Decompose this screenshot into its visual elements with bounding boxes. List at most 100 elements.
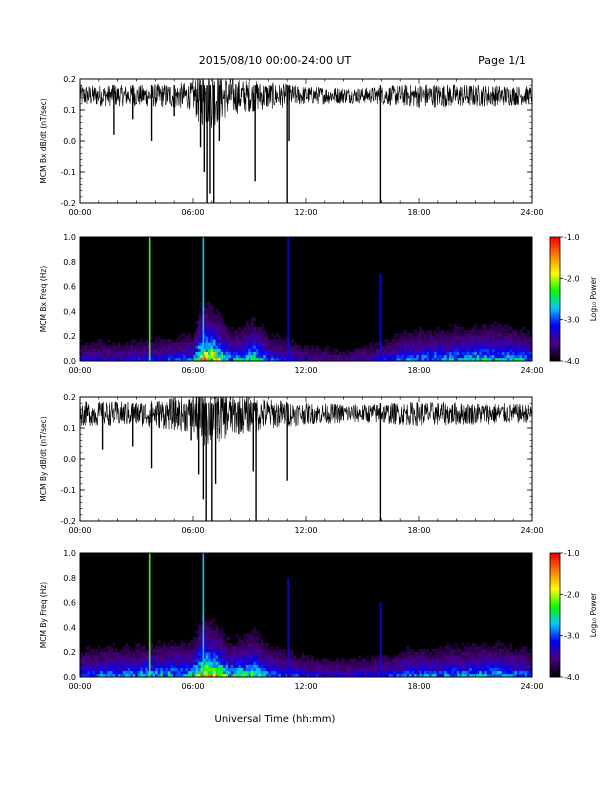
by-spectrogram-cell: [182, 664, 186, 668]
by-spectrogram-cell: [524, 670, 528, 675]
bx-spectrogram-cell: [278, 354, 282, 359]
by-spectrogram-cell: [496, 639, 500, 644]
by-spectrogram-cell: [225, 649, 229, 653]
by-spectrogram-cell: [459, 673, 462, 678]
by-spectrogram-cell: [80, 673, 83, 678]
bx-spectrogram-cell: [215, 351, 219, 356]
by-spectrogram-cell: [290, 655, 294, 659]
bx-timeseries-series-line: [79, 78, 533, 128]
bx-spectrogram-cell: [245, 351, 249, 356]
by-spectrogram-cell: [494, 652, 498, 656]
by-spectrogram-cell: [208, 646, 211, 650]
bx-spectrogram-cell: [469, 336, 473, 340]
by-spectrogram-cell: [255, 649, 259, 653]
by-spectrogram-cell: [107, 661, 111, 665]
bx-spectrogram-cell: [326, 357, 329, 362]
bx-spectrogram-cell: [145, 351, 149, 356]
by-spectrogram-cell: [288, 664, 292, 668]
by-spectrogram-cell: [112, 661, 116, 665]
by-spectrogram-colorbar-band: [550, 621, 560, 624]
bx-spectrogram-cell: [464, 348, 468, 352]
by-spectrogram-cell: [87, 664, 91, 668]
bx-spectrogram-cell: [524, 348, 528, 352]
bx-spectrogram-cell: [213, 323, 216, 328]
bx-spectrogram-cell: [326, 351, 329, 356]
by-spectrogram-cell: [484, 655, 488, 659]
bx-spectrogram-cell: [228, 339, 231, 343]
by-spectrogram-cell: [519, 658, 523, 662]
bx-spectrogram-cell: [489, 336, 493, 340]
bx-spectrogram-cell: [167, 342, 171, 346]
bx-spectrogram-cell: [140, 345, 144, 349]
by-spectrogram-cell: [318, 661, 322, 665]
bx-spectrogram-cell: [529, 345, 533, 349]
bx-spectrogram-cell: [436, 333, 440, 337]
by-spectrogram-cell: [180, 646, 184, 650]
by-spectrogram-cell: [220, 652, 224, 656]
bx-spectrogram-colorbar-band: [550, 259, 560, 263]
by-spectrogram-cell: [87, 646, 91, 650]
bx-spectrogram-cell: [481, 323, 485, 328]
by-spectrogram-cell: [496, 655, 500, 659]
bx-spectrogram-cell: [434, 348, 437, 352]
bx-spectrogram-cell: [434, 336, 437, 340]
bx-spectrogram-cell: [233, 345, 236, 349]
bx-spectrogram-cell: [419, 336, 422, 340]
by-spectrogram-cell: [208, 664, 211, 668]
by-spectrogram-cell: [449, 649, 452, 653]
by-spectrogram-cell: [496, 652, 500, 656]
by-spectrogram-cell: [190, 655, 194, 659]
by-spectrogram-cell: [499, 667, 503, 672]
bx-colorbar-label: Log₁₀ Power: [589, 276, 598, 321]
by-spectrogram-cell: [122, 673, 126, 678]
by-spectrogram-cell: [408, 652, 412, 656]
by-spectrogram-colorbar-band: [550, 579, 560, 583]
by-spectrogram-cell: [233, 649, 236, 653]
by-spectrogram-cell: [451, 664, 455, 668]
by-spectrogram-cell: [521, 673, 525, 678]
bx-spectrogram-cell: [117, 357, 121, 362]
bx-spectrogram-cell: [516, 345, 520, 349]
bx-spectrogram-cell: [95, 348, 98, 352]
by-spectrogram-cell: [182, 649, 186, 653]
by-spectrogram-cell: [353, 661, 357, 665]
by-spectrogram-cell: [381, 658, 385, 662]
bx-spectrogram-cell: [135, 342, 139, 346]
bx-spectrogram-cell: [516, 336, 520, 340]
bx-spectrogram-cell: [509, 339, 513, 343]
bx-spectrogram-cell: [87, 348, 91, 352]
by-spectrogram-cell: [95, 673, 98, 678]
by-spectrogram-cell: [137, 646, 141, 650]
bx-spectrogram-cell: [187, 345, 191, 349]
bx-spectrogram-colorbar-band: [550, 255, 560, 259]
by-spectrogram-cell: [491, 649, 495, 653]
bx-spectrogram-cell: [198, 326, 201, 331]
by-spectrogram-cell: [321, 667, 324, 672]
bx-spectrogram-cell: [476, 330, 480, 334]
by-spectrogram-cell: [469, 646, 473, 650]
by-spectrogram-cell: [162, 661, 166, 665]
by-spectrogram-cell: [288, 673, 292, 678]
by-spectrogram-cell: [509, 652, 513, 656]
bx-spectrogram-cell: [313, 357, 317, 362]
by-spectrogram-cell: [449, 655, 452, 659]
bx-spectrogram-axis-ticks: 1.00.80.60.40.20.000:00 06:00 12:00 18:00 24…: [63, 233, 543, 375]
bx-spectrogram-cell: [406, 345, 410, 349]
by-spectrogram-cell: [110, 667, 113, 672]
by-spectrogram-cell: [454, 670, 457, 675]
bx-spectrogram-cell: [429, 336, 432, 340]
by-spectrogram-cell: [436, 655, 440, 659]
bx-spectrogram-cell: [454, 323, 457, 328]
by-spectrogram-cell: [506, 673, 510, 678]
by-spectrogram-cell: [105, 667, 108, 672]
bx-spectrogram-cell: [481, 345, 485, 349]
by-spectrogram-cell: [466, 661, 470, 665]
by-spectrogram-cell: [496, 642, 500, 647]
bx-spectrogram-cell: [449, 351, 452, 356]
bx-spectrogram-cell: [393, 336, 397, 340]
bx-spectrogram-cell: [243, 333, 247, 337]
bx-spectrogram-ytick-label: 0.8: [63, 258, 76, 267]
by-spectrogram-cell: [303, 661, 307, 665]
bx-spectrogram-cell: [250, 323, 254, 328]
bx-spectrogram-cell: [489, 348, 493, 352]
